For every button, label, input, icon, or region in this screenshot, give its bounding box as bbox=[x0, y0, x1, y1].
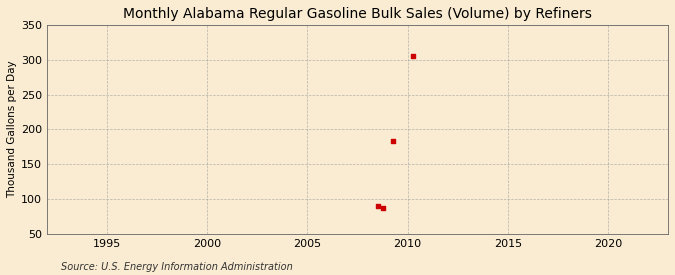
Text: Source: U.S. Energy Information Administration: Source: U.S. Energy Information Administ… bbox=[61, 262, 292, 272]
Point bbox=[407, 54, 418, 59]
Point bbox=[372, 204, 383, 208]
Point bbox=[377, 206, 388, 210]
Y-axis label: Thousand Gallons per Day: Thousand Gallons per Day bbox=[7, 60, 17, 198]
Point bbox=[387, 139, 398, 144]
Title: Monthly Alabama Regular Gasoline Bulk Sales (Volume) by Refiners: Monthly Alabama Regular Gasoline Bulk Sa… bbox=[123, 7, 592, 21]
